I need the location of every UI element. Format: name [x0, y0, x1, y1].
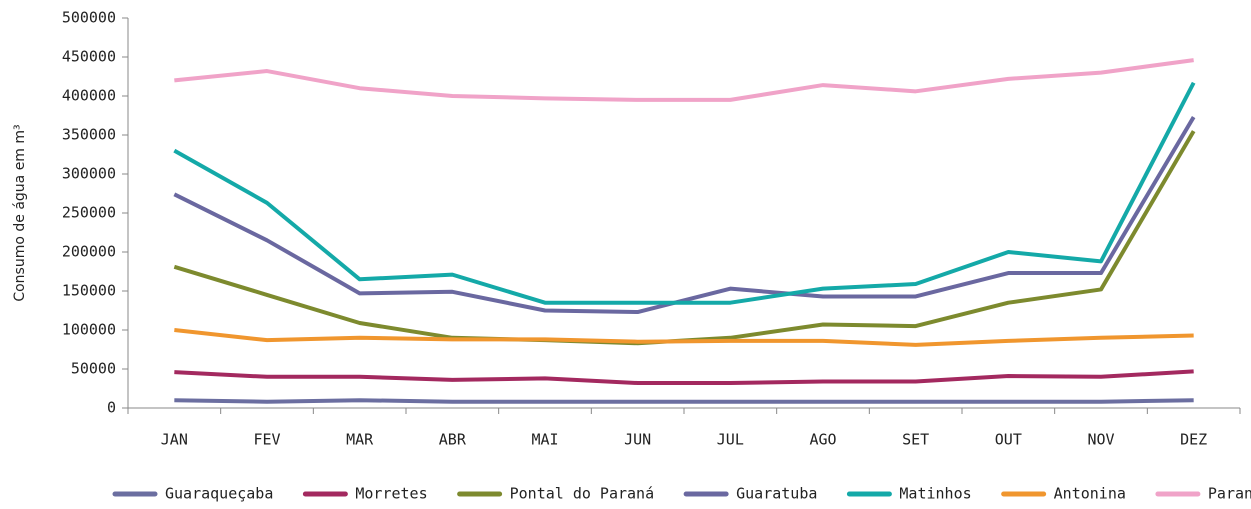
series-line — [174, 398, 1194, 404]
series-line — [174, 328, 1194, 347]
x-tick-label: SET — [902, 431, 929, 449]
y-tick-label: 200000 — [62, 243, 116, 261]
x-tick-label: JAN — [161, 431, 188, 449]
x-tick-label: NOV — [1087, 431, 1114, 449]
legend-label: Guaratuba — [736, 485, 817, 503]
y-tick-label: 300000 — [62, 165, 116, 183]
y-tick-label: 500000 — [62, 9, 116, 27]
x-tick-label: JUN — [624, 431, 651, 449]
legend-label: Matinhos — [899, 485, 971, 503]
y-tick-label: 0 — [107, 399, 116, 417]
legend-label: Paranaguá — [1208, 485, 1251, 503]
series-line — [173, 130, 1196, 346]
x-tick-label: DEZ — [1180, 431, 1207, 449]
y-tick-label: 50000 — [71, 360, 116, 378]
x-tick-label: MAI — [531, 431, 558, 449]
x-tick-label: MAR — [346, 431, 374, 449]
x-tick-label: FEV — [253, 431, 280, 449]
y-tick-label: 250000 — [62, 204, 116, 222]
x-tick-label: ABR — [439, 431, 467, 449]
legend-label: Guaraqueçaba — [165, 485, 273, 503]
y-tick-label: 150000 — [62, 282, 116, 300]
y-tick-label: 400000 — [62, 87, 116, 105]
legend-label: Antonina — [1054, 485, 1126, 503]
legend-label: Pontal do Paraná — [510, 485, 655, 503]
y-tick-label: 450000 — [62, 48, 116, 66]
x-tick-label: AGO — [809, 431, 836, 449]
y-tick-label: 100000 — [62, 321, 116, 339]
y-axis-label: Consumo de água em m³ — [12, 124, 28, 301]
x-tick-label: OUT — [995, 431, 1022, 449]
series-line — [174, 58, 1194, 102]
legend-label: Morretes — [355, 485, 427, 503]
x-tick-label: JUL — [717, 431, 744, 449]
series-line — [174, 369, 1194, 386]
y-tick-label: 350000 — [62, 126, 116, 144]
series-line — [173, 81, 1196, 305]
series-line — [173, 116, 1196, 315]
